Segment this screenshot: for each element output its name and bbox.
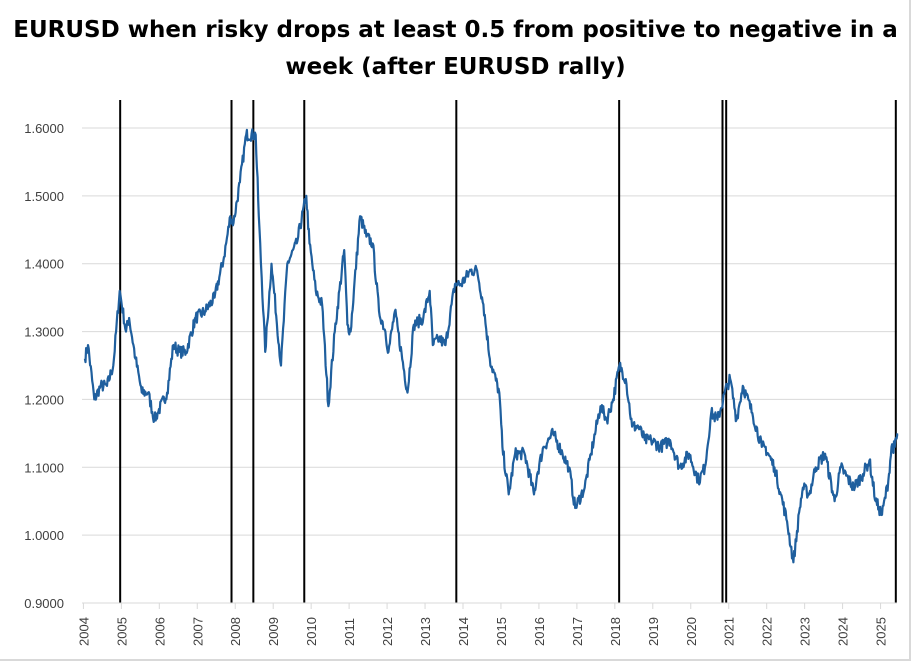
- x-tick-label: 2020: [684, 617, 699, 646]
- y-tick-label: 1.0000: [24, 528, 64, 543]
- x-tick-label: 2011: [342, 618, 357, 646]
- x-tick-label: 2004: [76, 617, 91, 646]
- x-tick-label: 2015: [494, 617, 509, 646]
- x-tick-label: 2017: [570, 617, 585, 646]
- chart-title: EURUSD when risky drops at least 0.5 fro…: [13, 17, 898, 80]
- x-tick-label: 2024: [836, 617, 851, 646]
- x-tick-label: 2023: [798, 617, 813, 646]
- x-tick-label: 2012: [380, 617, 395, 646]
- x-tick-label: 2009: [266, 617, 281, 646]
- x-tick-label: 2006: [152, 617, 167, 646]
- y-tick-label: 0.9000: [24, 596, 64, 611]
- x-tick-label: 2022: [760, 617, 775, 646]
- x-tick-label: 2025: [874, 617, 889, 646]
- x-tick-label: 2016: [532, 617, 547, 646]
- x-tick-label: 2014: [456, 617, 471, 646]
- y-tick-label: 1.5000: [24, 189, 64, 204]
- x-tick-label: 2005: [114, 617, 129, 646]
- y-tick-label: 1.2000: [24, 392, 64, 407]
- x-tick-label: 2019: [646, 617, 661, 646]
- x-tick-label: 2007: [190, 617, 205, 646]
- x-tick-label: 2008: [228, 617, 243, 646]
- y-tick-label: 1.1000: [24, 460, 64, 475]
- y-tick-label: 1.6000: [24, 121, 64, 136]
- eurusd-series-line: [83, 128, 899, 564]
- x-tick-label: 2010: [304, 617, 319, 646]
- x-tick-label: 2018: [608, 617, 623, 646]
- x-tick-label: 2013: [418, 617, 433, 646]
- y-tick-label: 1.4000: [24, 257, 64, 272]
- y-tick-label: 1.3000: [24, 325, 64, 340]
- x-tick-label: 2021: [722, 617, 737, 646]
